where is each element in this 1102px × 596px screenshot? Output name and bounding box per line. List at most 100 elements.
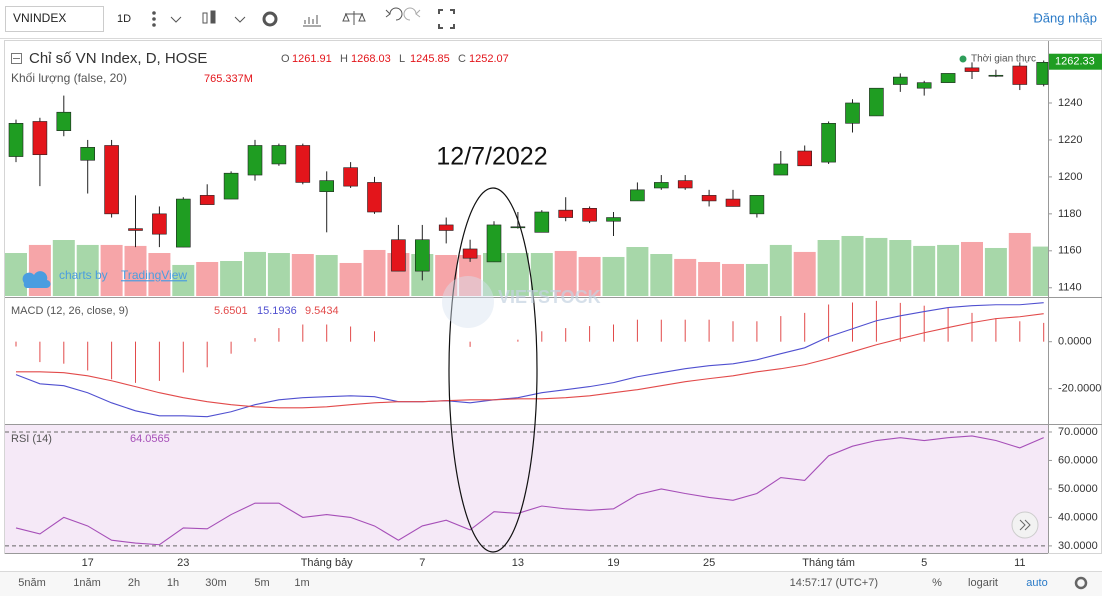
menu-dot[interactable] — [152, 11, 156, 15]
candle-body — [80, 147, 95, 161]
volume-bar — [769, 244, 792, 296]
volume-bar — [244, 251, 266, 296]
volume-bar — [722, 263, 744, 296]
macd-signal-line — [16, 313, 1044, 409]
ohlc-key: L — [399, 53, 405, 65]
volume-bar — [196, 261, 219, 296]
candle-body — [534, 211, 550, 233]
y-tick-label: 1200 — [1058, 171, 1082, 183]
redo-icon[interactable] — [403, 7, 421, 21]
candle-body — [630, 189, 645, 202]
symbol-box[interactable] — [5, 6, 104, 32]
candle-icon[interactable] — [202, 12, 208, 24]
macd-line — [15, 302, 1044, 418]
volume-bar — [913, 245, 936, 296]
candle-body — [916, 82, 932, 89]
y-tick-label: 30.0000 — [1058, 540, 1098, 552]
settings-icon[interactable] — [1074, 576, 1088, 590]
range-button[interactable]: 30m — [205, 577, 226, 589]
y-tick-label: 0.0000 — [1058, 336, 1092, 348]
volume-bar — [52, 240, 75, 296]
volume-bar — [5, 253, 27, 296]
volume-bar — [817, 240, 840, 296]
volume-bar — [459, 254, 482, 296]
volume-bar — [100, 244, 123, 296]
x-tick-label: Tháng tám — [802, 557, 855, 569]
range-button[interactable]: 1h — [167, 577, 179, 589]
indicator-icon[interactable] — [303, 15, 321, 27]
ohlc-value: 1261.91 — [292, 53, 332, 65]
dropdown-icon[interactable] — [170, 16, 182, 23]
y-tick-label: 1160 — [1058, 245, 1082, 257]
volume-bar — [984, 247, 1007, 296]
percent-toggle[interactable]: % — [932, 577, 942, 589]
x-tick-label: Tháng bảy — [301, 557, 353, 569]
toolbar-icons — [152, 7, 455, 29]
volume-bar — [889, 240, 912, 296]
watermark-link[interactable]: TradingView — [121, 268, 187, 282]
candle-body — [199, 195, 215, 205]
candle-body — [247, 145, 263, 176]
vietstock-logo — [442, 276, 494, 328]
compare-icon[interactable] — [342, 11, 366, 25]
range-button[interactable]: 5m — [254, 577, 269, 589]
volume-bar — [650, 254, 673, 296]
range-button[interactable]: 5năm — [18, 577, 46, 589]
menu-dot — [152, 23, 156, 27]
y-tick-label: 40.0000 — [1058, 511, 1098, 523]
volume-bar — [220, 261, 243, 296]
candle-body — [940, 73, 956, 83]
dropdown-icon[interactable] — [234, 16, 246, 23]
volume-bar — [148, 253, 171, 296]
candle-body — [606, 217, 621, 222]
candle-body — [845, 102, 860, 124]
volume-bar — [28, 244, 51, 296]
auto-toggle[interactable]: auto — [1026, 577, 1047, 589]
x-tick-label: 17 — [82, 557, 94, 569]
volume-bar — [483, 253, 505, 296]
bottom-bar-items: 5năm 1năm 2h 1h 30m 5m 1m — [18, 577, 309, 589]
candle-body — [653, 182, 669, 189]
x-tick-label: 25 — [703, 557, 715, 569]
login-link[interactable]: Đăng nhập — [1033, 10, 1097, 25]
candle-body — [462, 248, 478, 259]
candle-body — [582, 208, 597, 222]
candle-body — [486, 224, 502, 263]
candle-body — [773, 163, 789, 176]
fullscreen-icon[interactable] — [438, 9, 455, 29]
interval[interactable]: 1D — [117, 13, 131, 25]
volume-bar — [172, 264, 195, 296]
x-tick-label: 23 — [177, 557, 189, 569]
volume-bar — [530, 253, 553, 296]
volume-bar — [961, 241, 983, 296]
volume-bar — [745, 263, 768, 296]
collapse-icon[interactable] — [11, 53, 22, 64]
macd-histogram-value: 5.6501 — [214, 305, 248, 317]
log-toggle[interactable]: logarit — [968, 577, 998, 589]
candle-body — [152, 213, 167, 235]
candle-body — [32, 121, 48, 156]
status-dot — [959, 55, 967, 63]
range-button[interactable]: 1m — [294, 577, 309, 589]
y-tick-label: 50.0000 — [1058, 483, 1098, 495]
volume-bar — [315, 254, 338, 296]
undo-icon[interactable] — [385, 7, 403, 21]
volume-bar — [267, 253, 290, 296]
volume-bar — [602, 256, 625, 296]
candle-body — [797, 150, 813, 167]
range-button[interactable]: 2h — [128, 577, 140, 589]
range-button[interactable]: 1năm — [73, 577, 101, 589]
candle-body — [8, 123, 24, 157]
candle-body — [892, 76, 908, 85]
ohlc-key: C — [458, 53, 466, 65]
candle-body — [223, 172, 239, 200]
candle-body — [128, 228, 143, 231]
last-price-box — [1049, 53, 1102, 70]
candle-body — [510, 226, 526, 229]
candle-icon — [210, 10, 216, 24]
y-tick-label: 1140 — [1058, 282, 1082, 294]
rsi-legend-value: 64.0565 — [130, 433, 170, 445]
last-price-label: 1262.33 — [1055, 56, 1095, 68]
symbol[interactable]: VNINDEX — [13, 11, 66, 25]
settings-icon[interactable] — [262, 11, 278, 27]
